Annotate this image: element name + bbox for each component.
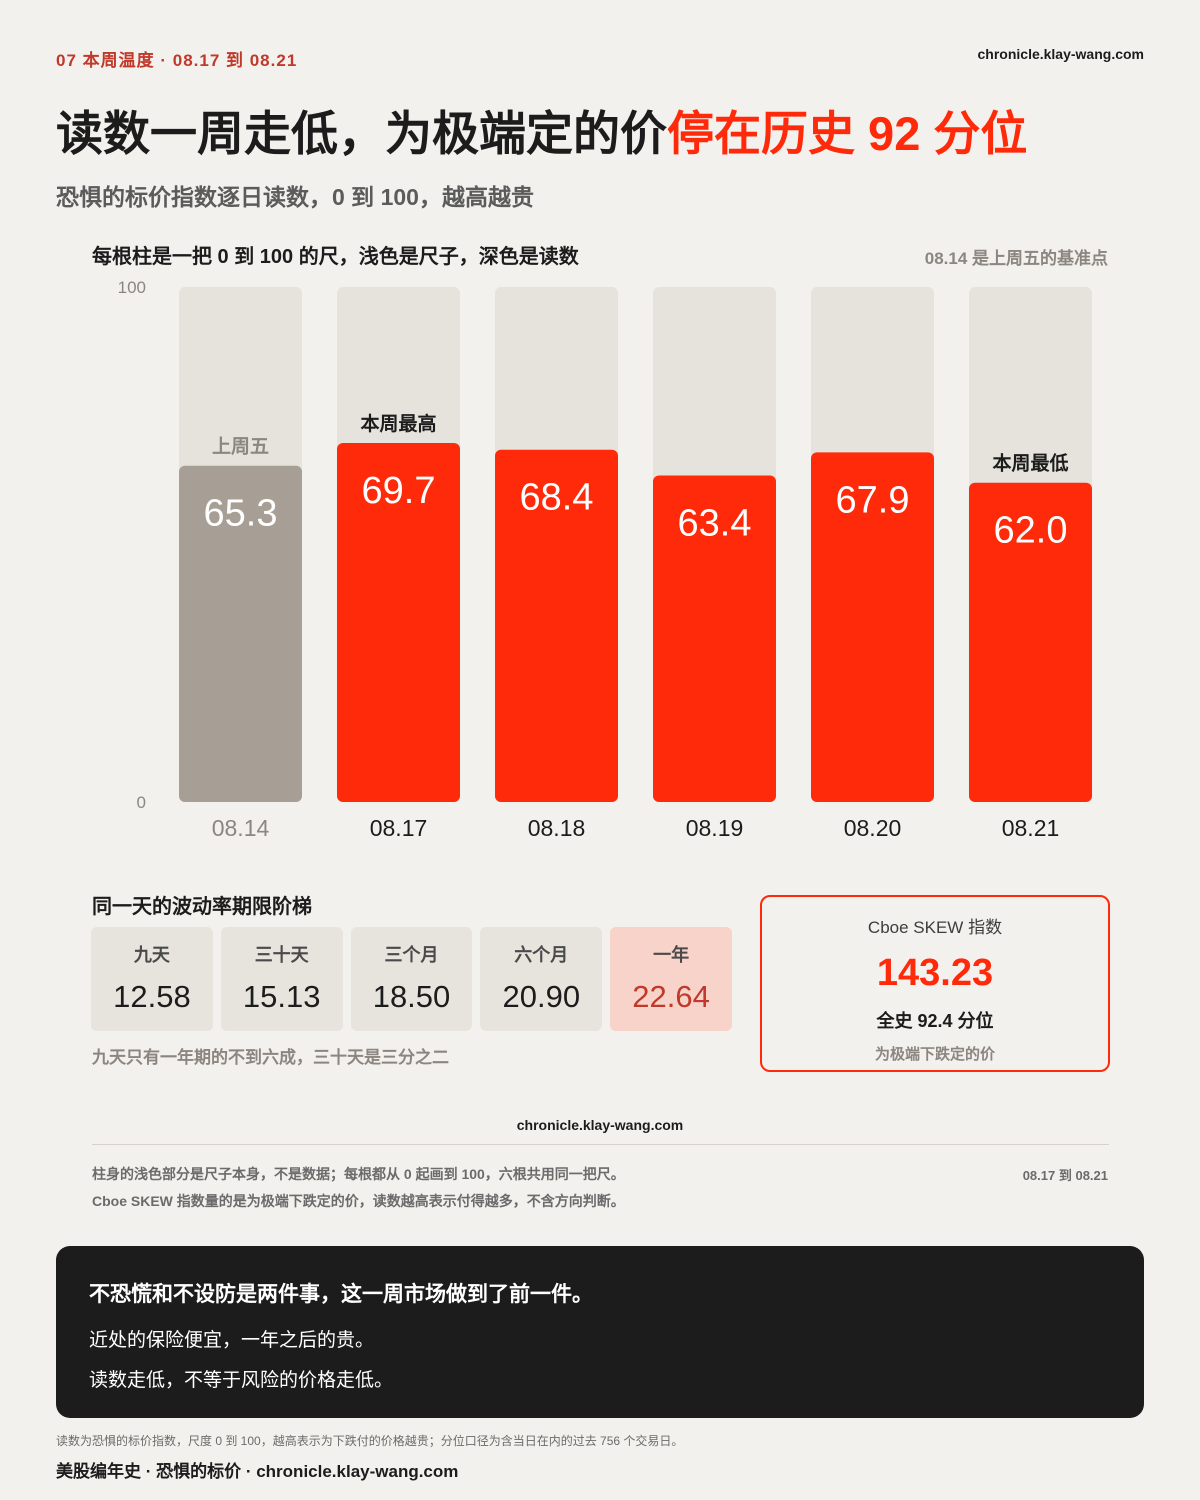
divider (92, 1144, 1109, 1145)
chart-baseline-note: 08.14 是上周五的基准点 (924, 249, 1108, 268)
ladder-note: 九天只有一年期的不到六成，三十天是三分之二 (92, 1048, 449, 1067)
skew-subtext: 为极端下跌定的价 (874, 1046, 995, 1063)
ladder-rung-30d: 三十天 15.13 (220, 927, 343, 1031)
title-highlight: 停在历史 92 分位 (667, 107, 1028, 160)
x-tick-label: 08.14 (212, 815, 270, 841)
title-main: 读数一周走低，为极端定的价 (56, 107, 667, 160)
bar (337, 443, 460, 802)
bar-value-label: 63.4 (678, 502, 752, 544)
methodology-note: 读数为恐惧的标价指数，尺度 0 到 100，越高表示为下跌付的价格越贵；分位口径… (56, 1434, 684, 1448)
takeaway-line-2: 读数走低，不等于风险的价格走低。 (89, 1370, 394, 1391)
takeaway-line-1: 近处的保险便宜，一年之后的贵。 (89, 1330, 375, 1351)
x-tick-label: 08.21 (1002, 815, 1060, 841)
skew-label: Cboe SKEW 指数 (867, 918, 1003, 937)
bar-annotation: 本周最低 (992, 452, 1068, 475)
section-kicker: 07 本周温度 · 08.17 到 08.21 (56, 51, 298, 70)
ladder-rung-6m: 六个月 20.90 (480, 927, 603, 1031)
rung-label: 六个月 (514, 945, 569, 965)
rung-value: 12.58 (113, 979, 191, 1014)
bar-value-label: 69.7 (362, 470, 436, 512)
ladder-title: 同一天的波动率期限阶梯 (92, 896, 312, 918)
ladder-rung-9d: 九天 12.58 (91, 927, 213, 1031)
ladder-rung-1y: 一年 22.64 (610, 927, 732, 1031)
rung-value: 15.13 (242, 979, 321, 1014)
rung-label: 三个月 (384, 945, 439, 965)
skew-value: 143.23 (876, 952, 994, 994)
rung-value: 22.64 (632, 979, 710, 1014)
takeaway-headline: 不恐慌和不设防是两件事，这一周市场做到了前一件。 (89, 1283, 593, 1306)
bar (653, 475, 776, 802)
footnote-date-range: 08.17 到 08.21 (1022, 1168, 1108, 1183)
bar-value-label: 68.4 (520, 477, 594, 519)
skew-percentile: 全史 92.4 分位 (876, 1011, 994, 1031)
footnote-2: Cboe SKEW 指数量的是为极端下跌定的价，读数越高表示付得越多，不含方向判… (92, 1193, 625, 1209)
bar-value-label: 62.0 (994, 510, 1068, 552)
ladder-rung-3m: 三个月 18.50 (350, 927, 473, 1031)
bar (811, 452, 934, 802)
site-url-top[interactable]: chronicle.klay-wang.com (977, 46, 1145, 62)
term-ladder: 九天 12.58 三十天 15.13 三个月 18.50 六个月 20.90 一… (91, 927, 732, 1031)
rung-label: 九天 (133, 945, 170, 965)
takeaway-box: 不恐慌和不设防是两件事，这一周市场做到了前一件。 近处的保险便宜，一年之后的贵。… (56, 1246, 1144, 1418)
rung-label: 三十天 (254, 945, 309, 965)
brand-footer[interactable]: 美股编年史 · 恐惧的标价 · chronicle.klay-wang.com (56, 1462, 459, 1481)
x-tick-label: 08.18 (528, 815, 586, 841)
rung-label: 一年 (653, 945, 690, 965)
rung-value: 18.50 (372, 979, 451, 1014)
skew-card: Cboe SKEW 指数 143.23 全史 92.4 分位 为极端下跌定的价 (760, 895, 1110, 1072)
bar (969, 482, 1092, 802)
y-tick-label: 0 (137, 793, 146, 812)
footnote-1: 柱身的浅色部分是尺子本身，不是数据；每根都从 0 起画到 100，六根共用同一把… (92, 1166, 625, 1182)
x-tick-label: 08.17 (370, 815, 428, 841)
page-title: 读数一周走低，为极端定的价停在历史 92 分位 (56, 104, 1027, 164)
bar (179, 465, 302, 802)
bar-annotation: 上周五 (212, 436, 269, 458)
bar-value-label: 67.9 (836, 479, 910, 521)
site-url-mid[interactable]: chronicle.klay-wang.com (516, 1117, 684, 1133)
bar-value-label: 65.3 (204, 493, 278, 535)
bar-chart: 100 0 65.3 上周五 08.14 69.7 本周最高 08.17 68.4 08.18 63… (118, 278, 1092, 841)
bar-annotation: 本周最高 (360, 412, 436, 435)
bar (495, 449, 618, 802)
x-tick-label: 08.19 (686, 815, 744, 841)
x-tick-label: 08.20 (844, 815, 902, 841)
page-subtitle: 恐惧的标价指数逐日读数，0 到 100，越高越贵 (56, 184, 534, 210)
rung-value: 20.90 (502, 979, 581, 1014)
y-tick-label: 100 (118, 278, 146, 297)
chart-note: 每根柱是一把 0 到 100 的尺，浅色是尺子，深色是读数 (92, 246, 579, 268)
